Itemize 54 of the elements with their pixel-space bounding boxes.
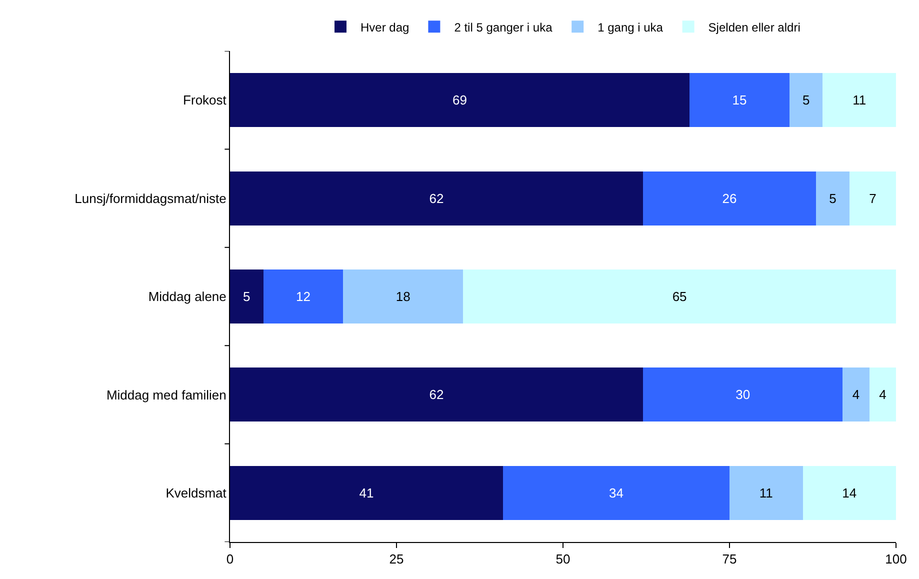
- bar: [230, 73, 690, 128]
- data-label: 4: [852, 387, 860, 402]
- data-label: 5: [243, 289, 250, 304]
- bar: [842, 368, 870, 422]
- bar: [642, 368, 843, 422]
- bar: [869, 368, 896, 422]
- bar: [802, 466, 896, 520]
- x-tick-label: 50: [556, 552, 570, 567]
- legend-label: 2 til 5 ganger i uka: [454, 20, 553, 34]
- bar: [230, 368, 643, 422]
- y-tick-label: Kveldsmat: [166, 485, 227, 500]
- bar: [789, 73, 823, 128]
- data-label: 41: [359, 485, 374, 500]
- data-label: 7: [869, 190, 876, 206]
- legend-label: Sjelden eller aldri: [708, 20, 800, 34]
- bar: [642, 171, 816, 226]
- y-tick-label: Lunsj/formiddagsmat/niste: [74, 190, 226, 206]
- data-label: 30: [736, 387, 750, 402]
- bar: [730, 466, 803, 520]
- data-label: 5: [802, 92, 810, 108]
- bar: [503, 466, 730, 520]
- data-label: 12: [296, 289, 310, 304]
- data-label: 11: [852, 92, 866, 108]
- bar: [230, 466, 504, 520]
- data-label: 69: [452, 92, 468, 108]
- data-label: 62: [429, 190, 444, 206]
- data-label: 11: [759, 485, 773, 500]
- bar: [816, 171, 850, 226]
- data-label: 65: [672, 289, 687, 304]
- data-label: 5: [829, 190, 836, 206]
- data-label: 62: [429, 387, 444, 402]
- bar: [690, 73, 790, 128]
- y-tick-label: Middag alene: [148, 289, 226, 304]
- bar: [822, 73, 896, 128]
- bar: [230, 270, 264, 324]
- x-tick-label: 0: [226, 552, 234, 567]
- data-label: 26: [722, 190, 737, 206]
- bar: [463, 270, 896, 324]
- data-label: 4: [879, 387, 886, 402]
- x-tick-label: 75: [722, 552, 737, 567]
- data-label: 34: [609, 485, 624, 500]
- data-label: 18: [396, 289, 410, 304]
- data-label: 15: [732, 92, 747, 108]
- legend-label: 1 gang i uka: [598, 20, 664, 34]
- y-tick-label: Frokost: [183, 92, 227, 108]
- bar: [263, 270, 344, 324]
- data-label: 14: [842, 485, 857, 500]
- x-tick-label: 25: [389, 552, 404, 567]
- bar: [343, 270, 464, 324]
- bar: [230, 171, 643, 226]
- y-tick-label: Middag med familien: [106, 387, 226, 402]
- legend-label: Hver dag: [360, 20, 410, 34]
- bar: [849, 171, 896, 226]
- x-tick-label: 100: [885, 552, 907, 567]
